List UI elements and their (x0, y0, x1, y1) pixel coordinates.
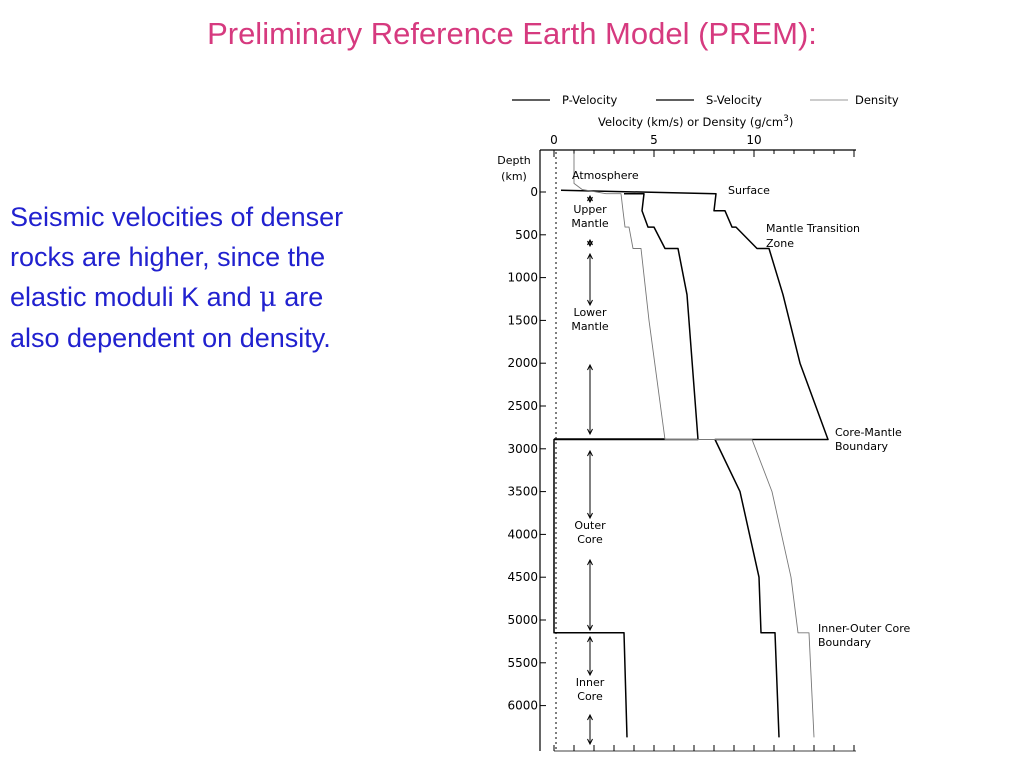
annotation-2: Mantle Transition (766, 222, 860, 235)
region-arrow-1-lower-head-up (587, 363, 593, 371)
region-arrow-0-upper-head-down (587, 196, 593, 204)
y-tick-label-1: 500 (515, 228, 538, 242)
body-text-line-3-start: elastic moduli K and (10, 282, 260, 312)
body-text: Seismic velocities of denser rocks are h… (10, 197, 450, 358)
region-arrow-2-lower-head-up (587, 558, 593, 566)
y-tick-label-5: 2500 (507, 399, 538, 413)
series-line-s-velocity (553, 192, 699, 738)
annotation-7: Boundary (818, 636, 871, 649)
legend-label-0: P-Velocity (562, 93, 617, 107)
body-text-line-2: rocks are higher, since the (10, 242, 326, 272)
region-arrow-2-lower-head-down (587, 624, 593, 632)
y-tick-label-6: 3000 (507, 442, 538, 456)
region-label-1-line-1: Lower (574, 306, 607, 319)
region-arrow-3-lower-head-up (587, 713, 593, 721)
region-label-3-line-2: Core (577, 690, 603, 703)
annotation-6: Inner-Outer Core (818, 622, 910, 635)
region-arrow-2-upper-head-up (587, 449, 593, 457)
region-arrow-0-lower-head-down (587, 240, 593, 248)
annotation-1: Surface (728, 184, 770, 197)
y-axis-unit: (km) (501, 170, 527, 183)
y-tick-label-10: 5000 (507, 613, 538, 627)
region-label-2-line-1: Outer (574, 519, 606, 532)
x-tick-label-0: 0 (550, 133, 558, 147)
y-tick-label-7: 3500 (507, 485, 538, 499)
y-tick-label-2: 1000 (507, 271, 538, 285)
body-text-line-1: Seismic velocities of denser (10, 202, 344, 232)
slide-title: Preliminary Reference Earth Model (PREM)… (207, 16, 817, 51)
annotation-5: Boundary (835, 440, 888, 453)
prem-chart: P-Velocity S-Velocity Density Velocity (km/… (497, 93, 910, 752)
annotation-3: Zone (766, 237, 794, 250)
region-arrow-3-lower-head-down (587, 738, 593, 746)
region-arrow-1-upper-head-down (587, 299, 593, 307)
region-label-0-line-2: Mantle (571, 217, 609, 230)
region-label-1-line-2: Mantle (571, 320, 609, 333)
region-label-3-line-1: Inner (576, 676, 605, 689)
y-tick-label-0: 0 (530, 185, 538, 199)
x-tick-label-1: 5 (650, 133, 658, 147)
y-tick-label-11: 5500 (507, 656, 538, 670)
y-tick-label-9: 4500 (507, 570, 538, 584)
region-arrow-3-upper-head-down (587, 669, 593, 677)
body-text-line-3-end: are (276, 282, 324, 312)
x-axis-label: Velocity (km/s) or Density (g/cm3) (598, 114, 793, 129)
x-tick-label-2: 10 (746, 133, 761, 147)
region-arrow-1-upper-head-up (587, 252, 593, 260)
region-label-2-line-2: Core (577, 533, 603, 546)
y-tick-label-4: 2000 (507, 356, 538, 370)
body-text-line-3: elastic moduli K and μ are (10, 277, 450, 318)
region-arrow-2-upper-head-down (587, 512, 593, 520)
annotation-4: Core-Mantle (835, 426, 902, 439)
y-tick-label-12: 6000 (507, 699, 538, 713)
y-tick-label-8: 4000 (507, 527, 538, 541)
annotation-0: Atmosphere (572, 169, 639, 182)
region-arrow-3-upper-head-up (587, 635, 593, 643)
region-label-0-line-1: Upper (573, 203, 607, 216)
legend-label-2: Density (855, 93, 899, 107)
y-axis-label: Depth (497, 154, 531, 167)
legend-label-1: S-Velocity (706, 93, 762, 107)
region-arrow-1-lower-head-down (587, 428, 593, 436)
series-line-p-velocity (560, 189, 829, 738)
body-text-line-4: also dependent on density. (10, 323, 331, 353)
y-tick-label-3: 1500 (507, 313, 538, 327)
series-line-density (573, 153, 815, 738)
mu-symbol: μ (259, 282, 277, 313)
